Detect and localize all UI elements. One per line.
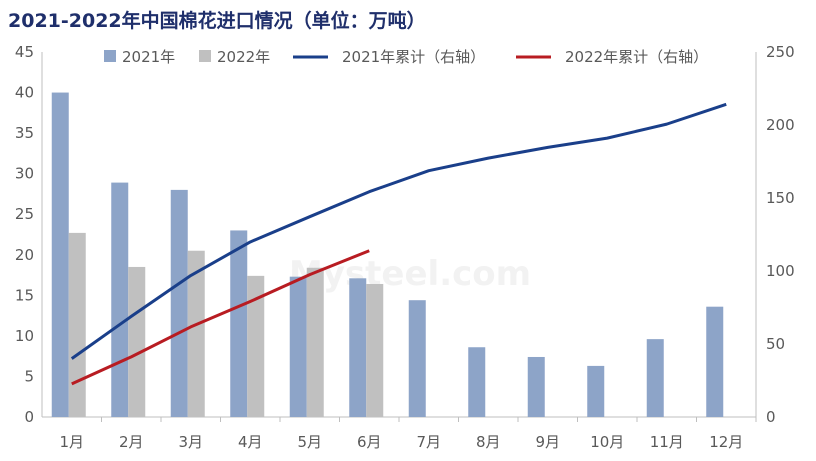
- x-tick-label: 10月: [590, 433, 624, 451]
- bar-2021: [587, 365, 605, 417]
- bar-2021: [51, 92, 69, 418]
- y-right-tick-label: 100: [766, 262, 795, 280]
- y-left-tick-label: 10: [15, 327, 34, 345]
- y-right-tick-label: 50: [766, 335, 785, 353]
- bar-2021: [468, 347, 486, 417]
- bar-2022: [128, 266, 146, 417]
- x-tick-label: 6月: [357, 433, 382, 451]
- bar-2022: [306, 267, 324, 417]
- y-right-tick-label: 0: [766, 408, 776, 426]
- y-left-tick-label: 20: [15, 246, 34, 264]
- legend-2021-cumulative: 2021年累计（右轴）: [293, 48, 485, 66]
- bar-2021: [706, 306, 724, 417]
- bar-2022: [68, 232, 86, 417]
- x-tick-label: 8月: [476, 433, 501, 451]
- line-2021-cumulative: [70, 102, 727, 360]
- y-left-tick-label: 5: [24, 367, 34, 385]
- y-right-tick-label: 200: [766, 116, 795, 134]
- bar-2021: [349, 278, 367, 417]
- legend: 2021年 2022年 2021年累计（右轴） 2022年累计（右轴）: [104, 48, 708, 66]
- bar-2022: [366, 283, 384, 417]
- y-left-tick-label: 40: [15, 84, 34, 102]
- chart-title: 2021-2022年中国棉花进口情况（单位：万吨）: [8, 10, 426, 32]
- legend-label: 2021年累计（右轴）: [342, 48, 485, 66]
- legend-2021-bar: 2021年: [104, 48, 175, 66]
- x-tick-label: 1月: [59, 433, 84, 451]
- x-tick-label: 7月: [416, 433, 441, 451]
- watermark: Mysteel.com: [289, 254, 531, 294]
- lines: [70, 102, 727, 386]
- y-right-tick-label: 250: [766, 43, 795, 61]
- line-2022-cumulative: [71, 249, 370, 386]
- y-left-tick-label: 30: [15, 165, 34, 183]
- y-left-tick-label: 45: [15, 43, 34, 61]
- x-tick-label: 4月: [238, 433, 263, 451]
- y-left-tick-label: 25: [15, 205, 34, 223]
- bar-2021: [289, 276, 307, 417]
- bar-2022: [247, 275, 265, 417]
- y-left-tick-label: 35: [15, 124, 34, 142]
- x-tick-label: 9月: [535, 433, 560, 451]
- y-left-tick-label: 0: [24, 408, 34, 426]
- bar-2021: [408, 300, 426, 417]
- axes: 0 5 10 15 20 25 30 35 40 45 0 50 100 150 200 250 1月 2月 3月 4…: [15, 43, 795, 451]
- legend-swatch: [104, 50, 116, 62]
- legend-label: 2022年: [217, 48, 270, 66]
- x-tick-label: 5月: [297, 433, 322, 451]
- bar-2021: [170, 189, 188, 417]
- bars: [51, 92, 724, 418]
- legend-label: 2022年累计（右轴）: [565, 48, 708, 66]
- x-tick-label: 3月: [178, 433, 203, 451]
- bar-2022: [187, 250, 205, 417]
- x-tick-label: 11月: [650, 433, 684, 451]
- y-left-tick-label: 15: [15, 286, 34, 304]
- x-tick-label: 12月: [709, 433, 743, 451]
- x-tick-label: 2月: [119, 433, 144, 451]
- bar-2021: [646, 339, 664, 417]
- legend-2022-bar: 2022年: [199, 48, 270, 66]
- bar-2021: [111, 182, 129, 417]
- legend-swatch: [199, 50, 211, 62]
- bar-2021: [527, 356, 545, 417]
- y-right-tick-label: 150: [766, 189, 795, 207]
- legend-label: 2021年: [122, 48, 175, 66]
- legend-2022-cumulative: 2022年累计（右轴）: [516, 48, 708, 66]
- bar-2021: [230, 230, 248, 417]
